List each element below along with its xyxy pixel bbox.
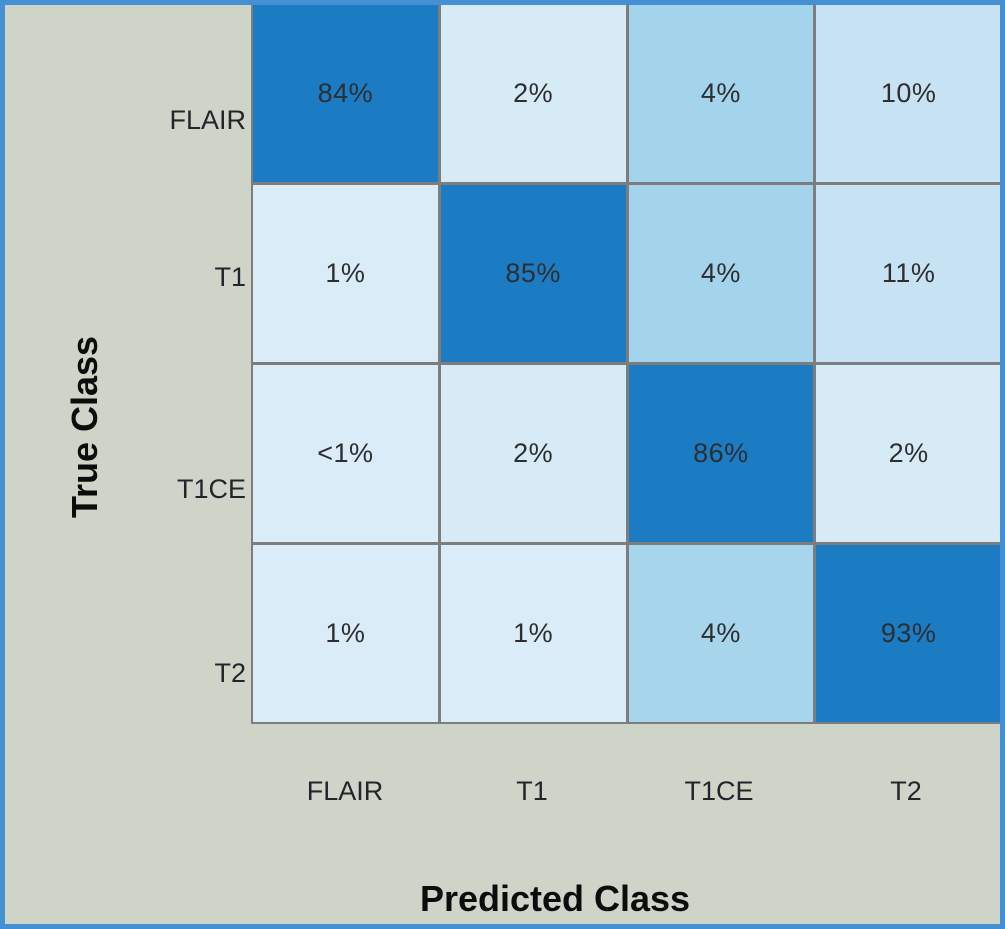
col-label-FLAIR: FLAIR <box>306 776 384 806</box>
matrix-cell-FLAIR-FLAIR: 84% <box>253 5 438 182</box>
row-label-T1: T1 <box>214 262 246 292</box>
matrix-cell-T2-FLAIR: 1% <box>253 545 438 722</box>
row-label-T1CE: T1CE <box>176 474 246 504</box>
matrix-cell-T1-T1CE: 4% <box>628 185 814 362</box>
col-label-T1CE: T1CE <box>684 776 754 806</box>
matrix-cell-FLAIR-T1: 2% <box>440 5 626 182</box>
matrix-cell-T1CE-T1: 2% <box>440 365 626 542</box>
col-label-T2: T2 <box>890 776 922 806</box>
matrix-cell-FLAIR-T2: 10% <box>816 5 1000 182</box>
row-label-FLAIR: FLAIR <box>169 105 246 135</box>
matrix-cell-T1-FLAIR: 1% <box>253 185 438 362</box>
matrix-cell-T1CE-T2: 2% <box>816 365 1000 542</box>
matrix-cell-T1-T1: 85% <box>440 185 626 362</box>
y-axis-title: True Class <box>64 335 105 519</box>
matrix-cell-T1-T2: 11% <box>816 185 1000 362</box>
matrix-cell-T2-T1: 1% <box>440 545 626 722</box>
matrix-cell-FLAIR-T1CE: 4% <box>628 5 814 182</box>
matrix-cell-T1CE-FLAIR: <1% <box>253 365 438 542</box>
confusion-matrix-grid: 84% 2% 4% 10% 1% 85% 4% 11% <1% 2% 86% 2% 1% 1% 4% 93% <box>251 5 1000 724</box>
matrix-cell-T1CE-T1CE: 86% <box>628 365 814 542</box>
x-axis-title: Predicted Class <box>419 878 691 919</box>
row-label-T2: T2 <box>214 658 246 688</box>
matrix-cell-T2-T2: 93% <box>816 545 1000 722</box>
col-label-T1: T1 <box>516 776 548 806</box>
matrix-cell-T2-T1CE: 4% <box>628 545 814 722</box>
